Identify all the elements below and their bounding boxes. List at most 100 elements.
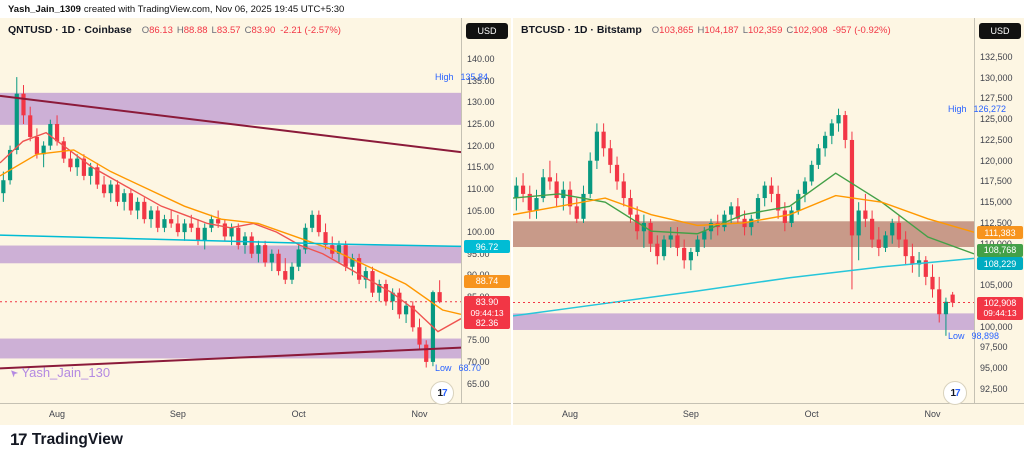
candle-body bbox=[863, 210, 868, 219]
price-tick: 100,000 bbox=[980, 321, 1013, 332]
time-tick-oct: Oct bbox=[804, 409, 819, 419]
ohlc-value: 104,187 bbox=[704, 25, 739, 36]
candle-body bbox=[377, 284, 382, 293]
ohlc-value: 86.13 bbox=[149, 25, 173, 36]
charts-region: QNTUSD · 1D · Coinbase O86.13 H88.88 L83.57… bbox=[0, 18, 1024, 425]
currency-badge[interactable]: USD bbox=[466, 23, 508, 39]
price-axis[interactable]: USD 140.00 135.00 130.00 125.00 120.00 115.00… bbox=[435, 18, 512, 403]
price-tick: 115,000 bbox=[980, 197, 1012, 208]
badge-value: 108,229 bbox=[983, 258, 1017, 269]
price-tick: 130,000 bbox=[980, 72, 1013, 83]
high-low-value: 135.84 bbox=[460, 72, 489, 83]
ohlc-value: 83.57 bbox=[216, 25, 241, 36]
candle-body bbox=[527, 193, 532, 211]
candle-body bbox=[21, 93, 26, 116]
ma-line bbox=[513, 194, 974, 233]
symbol-title[interactable]: QNTUSD · 1D · Coinbase bbox=[8, 24, 132, 36]
tradingview-brand[interactable]: TradingView bbox=[31, 431, 123, 448]
ohlc-key: O bbox=[141, 25, 150, 36]
attribution-bar: Yash_Jain_1309 created with TradingView.… bbox=[0, 0, 1024, 18]
price-axis[interactable]: USD 132,500 130,000 127,500 125,000 122,500 1… bbox=[948, 18, 1024, 403]
ohlc-values: O103,865 H104,187 L102,359 C102,908 -957 (-0… bbox=[648, 25, 891, 36]
time-tick-nov: Nov bbox=[924, 409, 941, 419]
candle-body bbox=[695, 239, 700, 252]
candle-body bbox=[115, 184, 120, 202]
price-tick: 140.00 bbox=[467, 54, 495, 65]
trendline[interactable] bbox=[0, 94, 461, 154]
price-tick: 100.00 bbox=[467, 227, 495, 238]
candle-body bbox=[594, 131, 600, 161]
candle-body bbox=[749, 218, 754, 228]
candle-body bbox=[896, 222, 902, 240]
time-axis[interactable]: Aug Sep Oct Nov bbox=[513, 403, 1024, 426]
candle-body bbox=[708, 222, 714, 232]
high-low-word: Low bbox=[948, 330, 965, 341]
candle-body bbox=[68, 158, 73, 168]
time-tick-oct: Oct bbox=[291, 409, 306, 419]
author-watermark: ➤ Yash_Jain_130 bbox=[7, 365, 111, 380]
candle-body bbox=[41, 145, 46, 155]
candle-body bbox=[514, 185, 519, 199]
candle-body bbox=[876, 239, 881, 248]
candle-body bbox=[101, 184, 107, 194]
candle-body bbox=[417, 327, 422, 345]
price-tick: 132,500 bbox=[980, 51, 1013, 62]
high-low-word: High bbox=[948, 103, 967, 114]
price-tick: 120.00 bbox=[467, 140, 495, 151]
candle-body bbox=[869, 218, 875, 240]
candle-body bbox=[776, 193, 781, 211]
ma-orange-badge: 111,383 bbox=[977, 226, 1023, 240]
candle-body bbox=[249, 236, 254, 254]
candle-body bbox=[581, 193, 586, 219]
trendline[interactable] bbox=[0, 346, 461, 370]
high-low-value: 98,898 bbox=[971, 330, 1000, 341]
candle-body bbox=[608, 148, 613, 165]
symbol-title[interactable]: BTCUSD · 1D · Bitstamp bbox=[521, 24, 642, 36]
candle-body bbox=[122, 193, 127, 202]
candle-body bbox=[263, 245, 268, 263]
price-tick: 125.00 bbox=[467, 118, 495, 129]
ohlc-key: C bbox=[244, 25, 252, 36]
price-zone-band bbox=[0, 338, 461, 359]
candle-body bbox=[135, 201, 140, 211]
currency-badge[interactable]: USD bbox=[979, 23, 1021, 39]
candle-body bbox=[75, 158, 80, 168]
candle-body bbox=[823, 135, 828, 149]
candle-body bbox=[729, 206, 734, 215]
candle-body bbox=[655, 243, 660, 257]
badge-value: 102,908 bbox=[983, 297, 1017, 308]
candlestick-chart[interactable] bbox=[513, 18, 974, 403]
candle-body bbox=[648, 222, 653, 244]
countdown-timer: 09:44:13 bbox=[470, 307, 504, 318]
author-name: Yash_Jain_1309 bbox=[8, 3, 81, 15]
price-tick: 130.00 bbox=[467, 97, 495, 108]
candle-body bbox=[789, 210, 794, 223]
candle-body bbox=[195, 227, 201, 241]
ohlc-key: L bbox=[211, 25, 217, 36]
candle-body bbox=[323, 232, 328, 246]
badge-value: 83.90 bbox=[475, 296, 499, 307]
chart-panel-qntusd: QNTUSD · 1D · Coinbase O86.13 H88.88 L83.57… bbox=[0, 18, 511, 425]
price-tick: 115.00 bbox=[467, 162, 494, 173]
candle-body bbox=[316, 214, 321, 233]
candle-body bbox=[283, 271, 288, 280]
change-value: -2.21 (-2.57%) bbox=[280, 25, 341, 36]
candle-body bbox=[61, 141, 66, 159]
time-axis[interactable]: Aug Sep Oct Nov bbox=[0, 403, 511, 426]
candle-body bbox=[236, 227, 241, 246]
tradingview-logo-icon[interactable]: 17 bbox=[10, 430, 27, 449]
candle-body bbox=[363, 271, 368, 280]
candlestick-chart[interactable] bbox=[0, 18, 461, 403]
badge-value: 82.36 bbox=[475, 317, 499, 328]
candle-body bbox=[424, 344, 429, 362]
ohlc-values: O86.13 H88.88 L83.57 C83.90 -2.21 (-2.57%) bbox=[138, 25, 341, 36]
ohlc-key: C bbox=[786, 25, 794, 36]
candle-body bbox=[182, 223, 187, 233]
candle-body bbox=[216, 219, 221, 224]
ma-line bbox=[513, 172, 974, 255]
